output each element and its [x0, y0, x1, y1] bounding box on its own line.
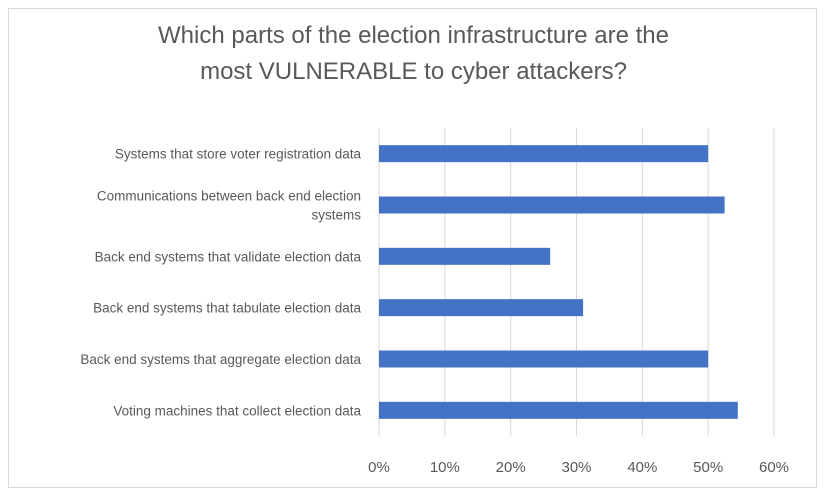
bar-5 [379, 401, 738, 419]
bar-3 [379, 299, 584, 317]
chart-title-line-2: most VULNERABLE to cyber attackers? [200, 58, 627, 85]
category-label: Back end systems that tabulate election … [93, 301, 361, 316]
chart-title: Which parts of the election infrastructu… [0, 18, 827, 90]
category-label: Back end systems that aggregate election… [80, 352, 361, 367]
category-label: Back end systems that validate election … [95, 249, 362, 264]
x-tick-label: 30% [561, 459, 591, 476]
chart-title-line-1: Which parts of the election infrastructu… [158, 22, 669, 49]
bar-1 [379, 196, 725, 214]
category-label: Systems that store voter registration da… [115, 147, 362, 162]
x-tick-label: 50% [693, 459, 723, 476]
category-label: Voting machines that collect election da… [113, 403, 361, 418]
x-tick-label: 0% [368, 459, 390, 476]
bar-4 [379, 350, 709, 368]
x-tick-label: 40% [627, 459, 657, 476]
x-tick-label: 60% [759, 459, 789, 476]
bar-2 [379, 247, 551, 265]
x-tick-label: 20% [496, 459, 526, 476]
bar-0 [379, 145, 709, 163]
category-label: Communications between back end election… [97, 189, 361, 223]
x-tick-label: 10% [430, 459, 460, 476]
